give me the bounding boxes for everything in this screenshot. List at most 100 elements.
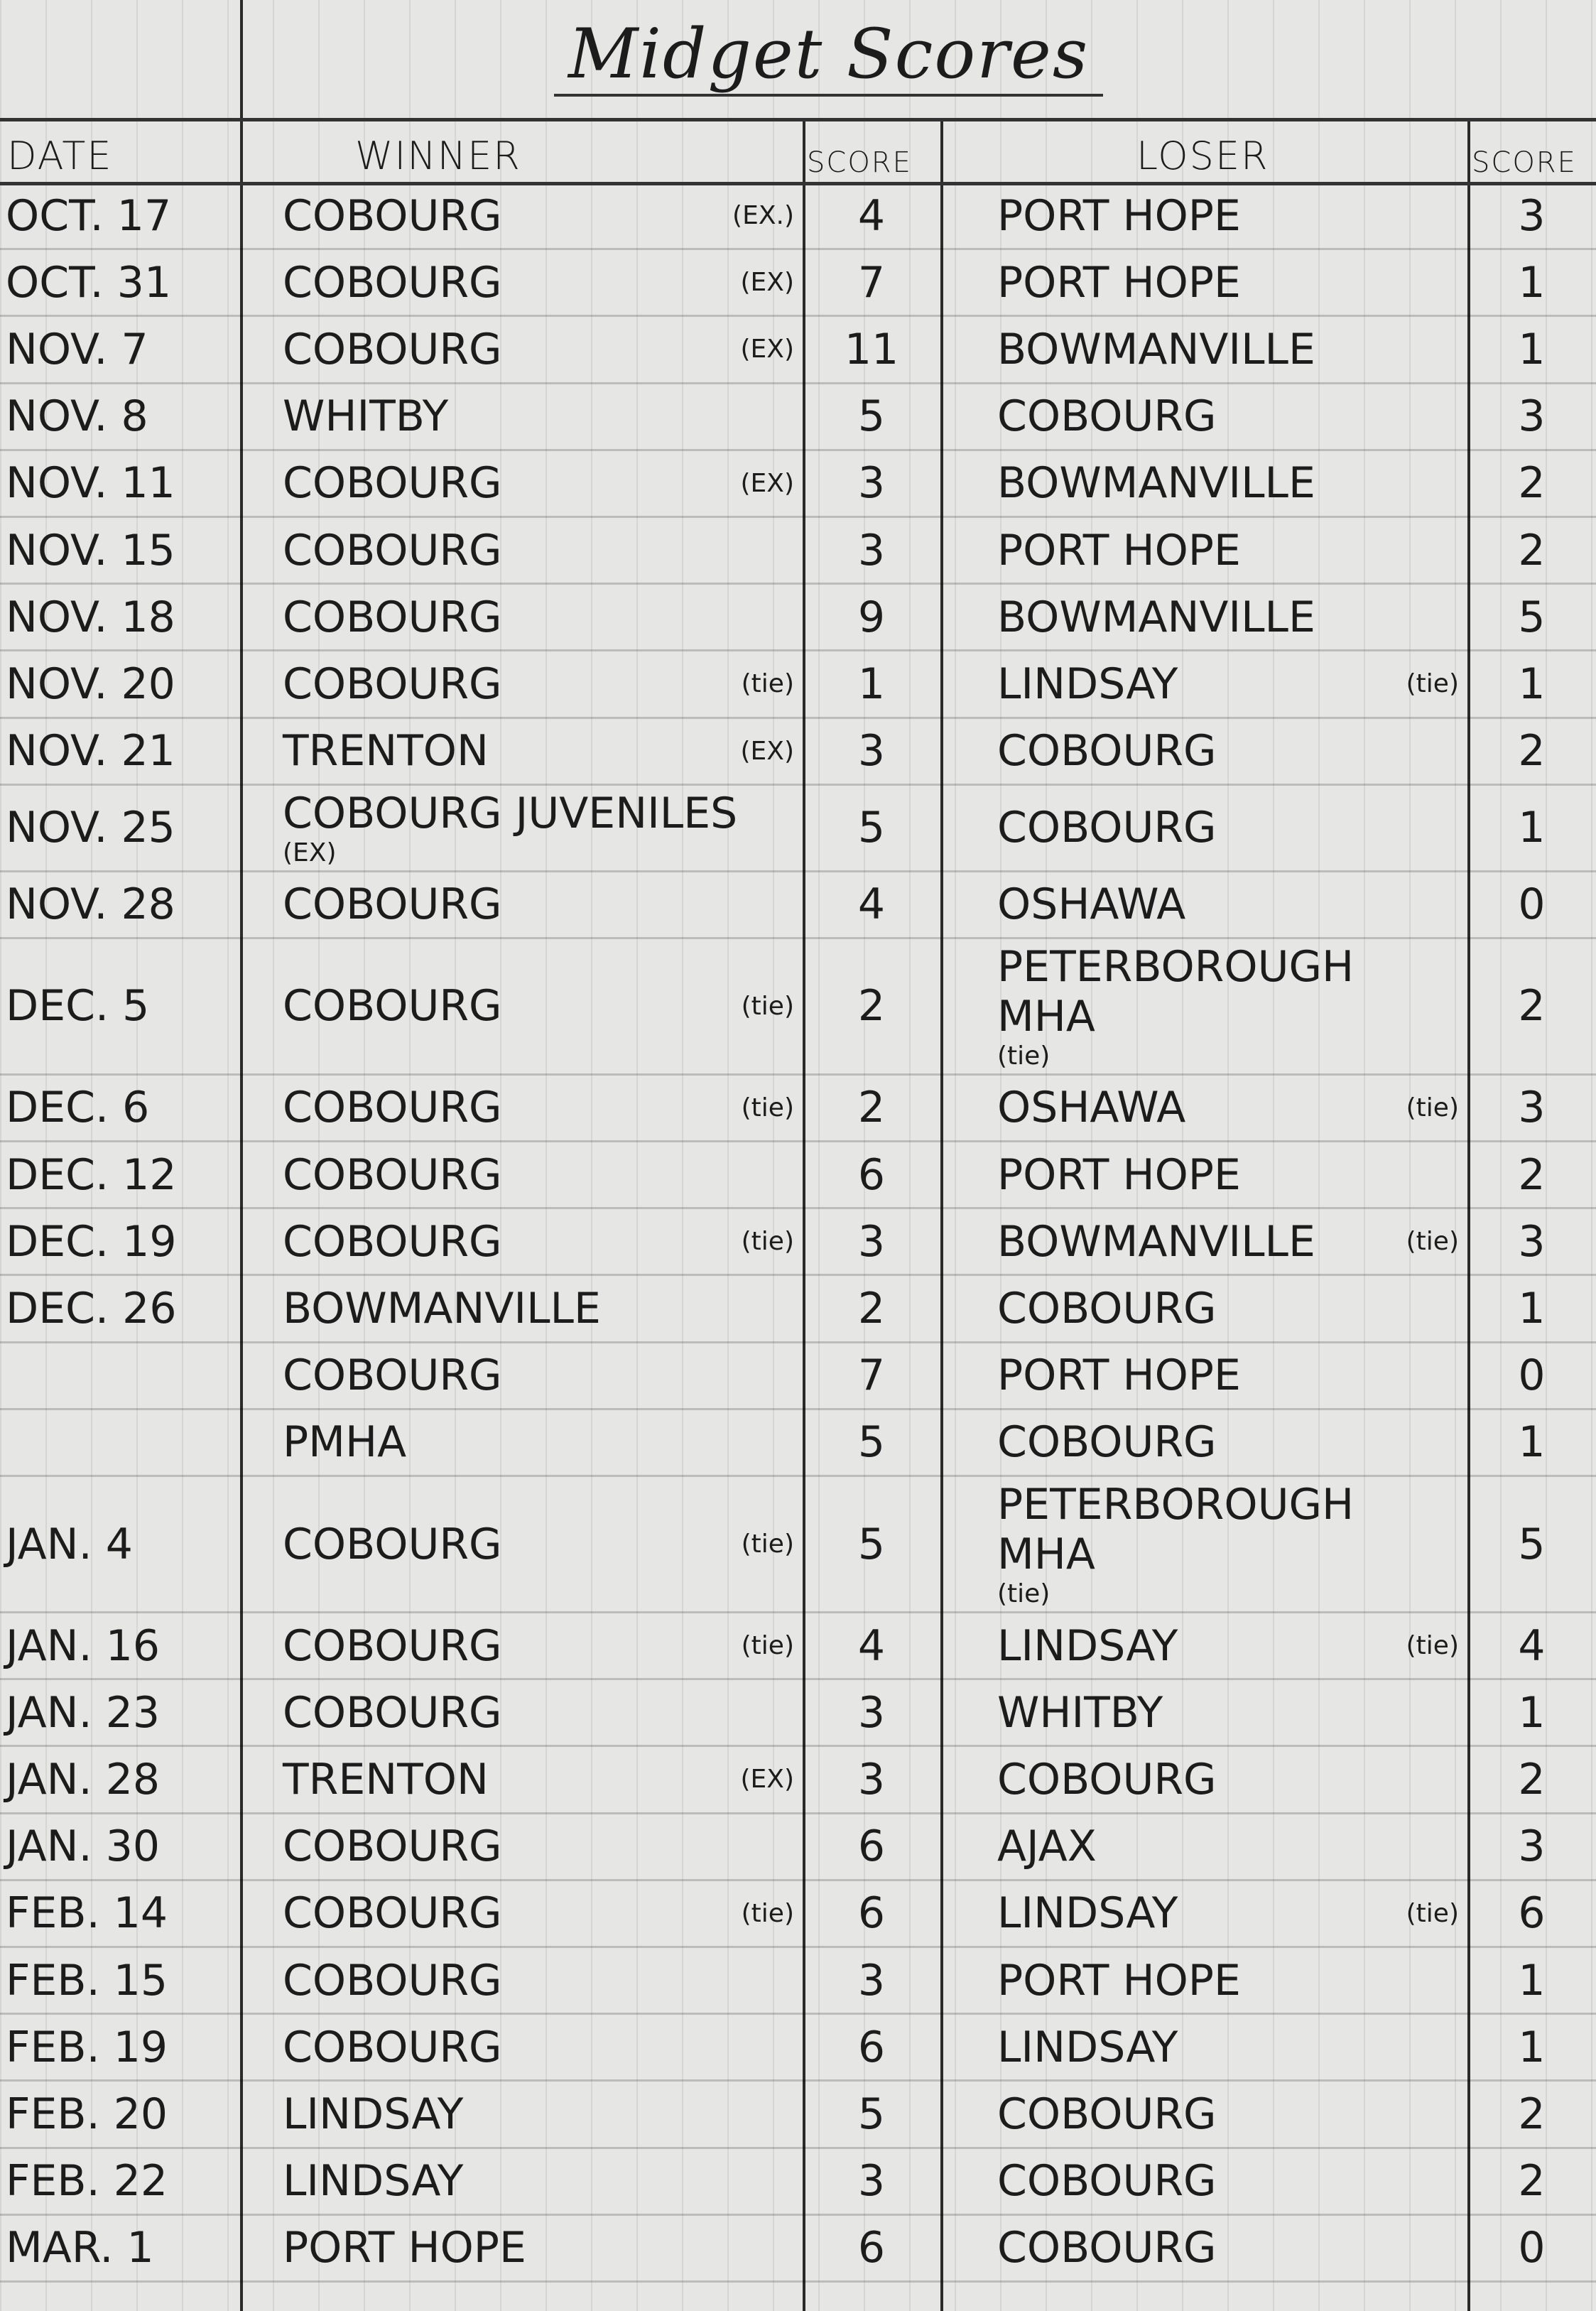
game-date: NOV. 28 [6, 880, 175, 930]
winner-note: (EX) [740, 335, 795, 364]
table-row: DEC. 19 COBOURG (tie) 3 BOWMANVILLE (tie) 3 [0, 1209, 1596, 1277]
game-date: NOV. 21 [6, 726, 175, 776]
loser-score: 0 [1518, 2223, 1546, 2273]
loser-score: 2 [1518, 1754, 1546, 1804]
game-date: DEC. 12 [6, 1149, 177, 1200]
loser-team: LINDSAY [997, 1888, 1178, 1939]
loser-cell: WHITBY [940, 1685, 1467, 1741]
game-date: JAN. 30 [6, 1822, 161, 1872]
loser-score: 5 [1518, 592, 1546, 642]
loser-team: PORT HOPE [997, 525, 1241, 575]
winner-team: LINDSAY [283, 2089, 464, 2139]
loser-score: 1 [1518, 803, 1546, 853]
loser-team: LINDSAY [997, 1620, 1178, 1671]
winner-note: (tie) [741, 1898, 794, 1928]
winner-score: 4 [857, 190, 886, 241]
loser-score: 2 [1518, 981, 1546, 1032]
winner-team: LINDSAY [283, 2156, 464, 2207]
column-divider [940, 121, 943, 2311]
loser-cell: BOWMANVILLE [940, 455, 1467, 511]
winner-cell: COBOURG (EX.) [240, 188, 803, 244]
winner-team: COBOURG [283, 190, 502, 241]
game-date: FEB. 15 [6, 1955, 168, 2006]
loser-score: 1 [1518, 2022, 1546, 2072]
loser-cell: COBOURG [940, 2153, 1467, 2209]
table-row: DEC. 26 BOWMANVILLE 2 COBOURG 1 [0, 1276, 1596, 1343]
table-row: JAN. 4 COBOURG (tie) 5 PETERBOROUGH MHA (tie)… [0, 1477, 1596, 1613]
loser-cell: PORT HOPE [940, 1147, 1467, 1203]
winner-note: (EX) [740, 1765, 795, 1795]
winner-note: (tie) [741, 991, 794, 1021]
winner-score: 3 [857, 1955, 886, 2006]
winner-score: 6 [857, 1822, 886, 1872]
winner-cell: TRENTON (EX) [240, 723, 803, 779]
winner-cell: COBOURG [240, 1147, 803, 1203]
winner-cell: COBOURG [240, 1348, 803, 1403]
loser-cell: PORT HOPE [940, 1953, 1467, 2008]
winner-team: BOWMANVILLE [283, 1284, 601, 1334]
table-row: DEC. 6 COBOURG (tie) 2 OSHAWA (tie) 3 [0, 1076, 1596, 1143]
winner-score: 7 [857, 257, 886, 308]
loser-team: COBOURG [997, 391, 1217, 442]
game-date: NOV. 11 [6, 458, 175, 509]
game-date: MAR. 1 [6, 2223, 154, 2273]
table-row: MAR. 1 PORT HOPE 6 COBOURG 0 [0, 2216, 1596, 2283]
winner-note: (tie) [741, 1530, 794, 1559]
loser-team: PORT HOPE [997, 257, 1241, 308]
game-date: NOV. 15 [6, 525, 175, 575]
table-row: NOV. 25 COBOURG JUVENILES (EX) 5 COBOURG 1 [0, 786, 1596, 872]
winner-cell: COBOURG (EX) [240, 455, 803, 511]
loser-score: 1 [1518, 1955, 1546, 2006]
winner-cell: COBOURG (tie) [240, 1618, 803, 1674]
winner-cell: COBOURG [240, 2020, 803, 2075]
loser-cell: COBOURG [940, 800, 1467, 855]
winner-cell: COBOURG [240, 523, 803, 578]
loser-cell: AJAX [940, 1819, 1467, 1874]
loser-score: 2 [1518, 2156, 1546, 2207]
header-winner-score: SCORE [807, 146, 912, 179]
winner-note: (EX.) [732, 201, 794, 231]
winner-cell: COBOURG [240, 1819, 803, 1874]
table-row: JAN. 16 COBOURG (tie) 4 LINDSAY (tie) 4 [0, 1613, 1596, 1681]
winner-team: COBOURG [283, 592, 502, 642]
column-divider [803, 121, 805, 2311]
game-date: NOV. 20 [6, 659, 175, 709]
loser-team: OSHAWA [997, 880, 1186, 930]
winner-team: COBOURG [283, 1687, 502, 1738]
table-row: NOV. 21 TRENTON (EX) 3 COBOURG 2 [0, 719, 1596, 786]
winner-score: 6 [857, 1149, 886, 1200]
game-date [0, 1373, 240, 1378]
loser-team: PORT HOPE [997, 1149, 1241, 1200]
table-row: FEB. 14 COBOURG (tie) 6 LINDSAY (tie) 6 [0, 1881, 1596, 1948]
winner-team: COBOURG [283, 2022, 502, 2072]
winner-score: 2 [857, 981, 886, 1032]
winner-cell: COBOURG [240, 590, 803, 645]
winner-score: 6 [857, 1888, 886, 1939]
winner-score: 2 [857, 1083, 886, 1133]
loser-cell: COBOURG [940, 2087, 1467, 2142]
game-date: FEB. 14 [6, 1888, 168, 1939]
game-date: DEC. 19 [6, 1216, 177, 1267]
winner-team: COBOURG [283, 1216, 502, 1267]
winner-score: 3 [857, 726, 886, 776]
loser-team: COBOURG [997, 803, 1217, 853]
loser-cell: PETERBOROUGH MHA (tie) [940, 1477, 1467, 1611]
winner-cell: COBOURG JUVENILES (EX) [240, 786, 803, 870]
table-row: PMHA 5 COBOURG 1 [0, 1410, 1596, 1477]
game-date: NOV. 25 [6, 803, 175, 853]
loser-cell: COBOURG [940, 1752, 1467, 1807]
loser-team: WHITBY [997, 1687, 1163, 1738]
loser-team: LINDSAY [997, 659, 1178, 709]
loser-note: (tie) [1406, 1631, 1459, 1661]
loser-score: 3 [1518, 1822, 1546, 1872]
loser-score: 1 [1518, 1417, 1546, 1468]
loser-score: 0 [1518, 880, 1546, 930]
loser-score: 1 [1518, 257, 1546, 308]
loser-team: PORT HOPE [997, 190, 1241, 241]
game-date: JAN. 16 [6, 1620, 161, 1671]
winner-note: (EX) [740, 468, 795, 498]
winner-cell: COBOURG (tie) [240, 1214, 803, 1270]
loser-team: BOWMANVILLE [997, 1216, 1315, 1267]
loser-score: 1 [1518, 659, 1546, 709]
table-row: NOV. 7 COBOURG (EX) 11 BOWMANVILLE 1 [0, 317, 1596, 384]
